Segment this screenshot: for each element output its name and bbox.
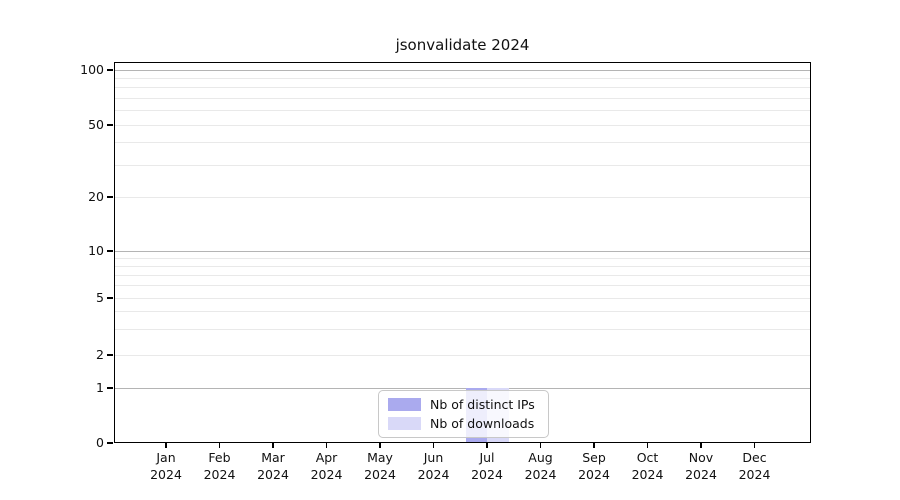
minor-gridline xyxy=(114,297,811,299)
y-axis-tick xyxy=(107,196,113,198)
minor-gridline xyxy=(114,285,811,287)
x-axis-tick xyxy=(432,443,435,448)
x-tick-label: Dec 2024 xyxy=(723,450,787,483)
legend-label-downloads: Nb of downloads xyxy=(430,415,535,431)
chart-title: jsonvalidate 2024 xyxy=(395,36,530,54)
x-axis-tick xyxy=(486,443,488,448)
x-tick-label: Sep 2024 xyxy=(562,450,626,483)
legend-swatch-distinct-ips xyxy=(388,398,421,412)
y-tick-label: 50 xyxy=(88,117,104,132)
x-tick-label: Oct 2024 xyxy=(616,450,680,483)
minor-gridline xyxy=(114,311,811,313)
legend: Nb of distinct IPs Nb of downloads xyxy=(378,390,549,438)
minor-gridline xyxy=(114,354,811,356)
x-tick-year: 2024 xyxy=(578,466,610,482)
y-tick-label: 1 xyxy=(96,380,104,395)
minor-gridline xyxy=(114,77,811,79)
minor-gridline xyxy=(114,110,811,112)
x-axis-tick xyxy=(165,443,167,448)
minor-gridline xyxy=(114,274,811,276)
minor-gridline xyxy=(114,87,811,89)
y-tick-label: 10 xyxy=(88,243,104,258)
minor-gridline xyxy=(114,329,811,331)
x-tick-label: Aug 2024 xyxy=(509,450,573,483)
major-gridline xyxy=(114,69,811,71)
x-tick-label: Jan 2024 xyxy=(134,450,198,483)
x-axis-tick xyxy=(218,443,221,448)
x-axis-tick xyxy=(539,443,542,448)
legend-swatch-downloads xyxy=(388,416,421,430)
major-gridline xyxy=(114,250,811,252)
x-tick-year: 2024 xyxy=(364,466,396,482)
x-tick-year: 2024 xyxy=(524,466,557,482)
x-tick-year: 2024 xyxy=(310,466,343,482)
legend-item-distinct-ips: Nb of distinct IPs xyxy=(388,397,539,412)
x-tick-year: 2024 xyxy=(738,466,771,482)
x-tick-label: Apr 2024 xyxy=(295,450,359,483)
y-tick-label: 100 xyxy=(80,62,104,77)
x-tick-label: Feb 2024 xyxy=(188,450,252,483)
x-tick-year: 2024 xyxy=(203,466,236,482)
x-tick-label: Nov 2024 xyxy=(669,450,733,483)
x-tick-label: Jun 2024 xyxy=(402,450,466,483)
x-tick-year: 2024 xyxy=(417,466,450,482)
x-axis-tick xyxy=(753,443,756,448)
y-axis-tick xyxy=(107,250,113,252)
axes-frame xyxy=(114,62,811,443)
y-axis-tick xyxy=(107,354,113,356)
x-tick-year: 2024 xyxy=(631,466,664,482)
y-tick-label: 5 xyxy=(96,290,104,305)
x-axis-tick xyxy=(272,443,274,448)
y-axis-tick xyxy=(107,69,113,71)
x-tick-year: 2024 xyxy=(685,466,717,482)
y-tick-label: 2 xyxy=(96,347,104,362)
x-tick-year: 2024 xyxy=(257,466,289,482)
legend-item-downloads: Nb of downloads xyxy=(388,416,539,431)
minor-gridline xyxy=(114,97,811,99)
y-axis-tick xyxy=(107,297,113,299)
y-axis-tick xyxy=(107,387,113,389)
legend-label-distinct-ips: Nb of distinct IPs xyxy=(430,397,535,413)
x-axis-tick xyxy=(325,443,328,448)
x-tick-label: Mar 2024 xyxy=(241,450,305,483)
x-tick-label: Jul 2024 xyxy=(455,450,519,483)
x-tick-year: 2024 xyxy=(471,466,503,482)
minor-gridline xyxy=(114,265,811,267)
y-tick-label: 0 xyxy=(96,435,104,450)
major-gridline xyxy=(114,387,811,389)
y-tick-label: 20 xyxy=(88,189,104,204)
y-axis-tick xyxy=(107,124,113,126)
x-tick-label: May 2024 xyxy=(348,450,412,483)
plot-area: 100 50 20 10 5 2 1 0 Jan 2024 Feb 2024 Mar 2024 Apr 202… xyxy=(80,62,811,482)
minor-gridline xyxy=(114,164,811,166)
x-axis-tick xyxy=(700,443,702,448)
minor-gridline xyxy=(114,124,811,126)
x-axis-tick xyxy=(379,443,381,448)
x-axis-tick xyxy=(593,443,595,448)
minor-gridline xyxy=(114,257,811,259)
minor-gridline xyxy=(114,142,811,144)
minor-gridline xyxy=(114,196,811,198)
y-axis-tick xyxy=(107,442,113,444)
x-axis-tick xyxy=(646,443,649,448)
x-tick-year: 2024 xyxy=(150,466,182,482)
